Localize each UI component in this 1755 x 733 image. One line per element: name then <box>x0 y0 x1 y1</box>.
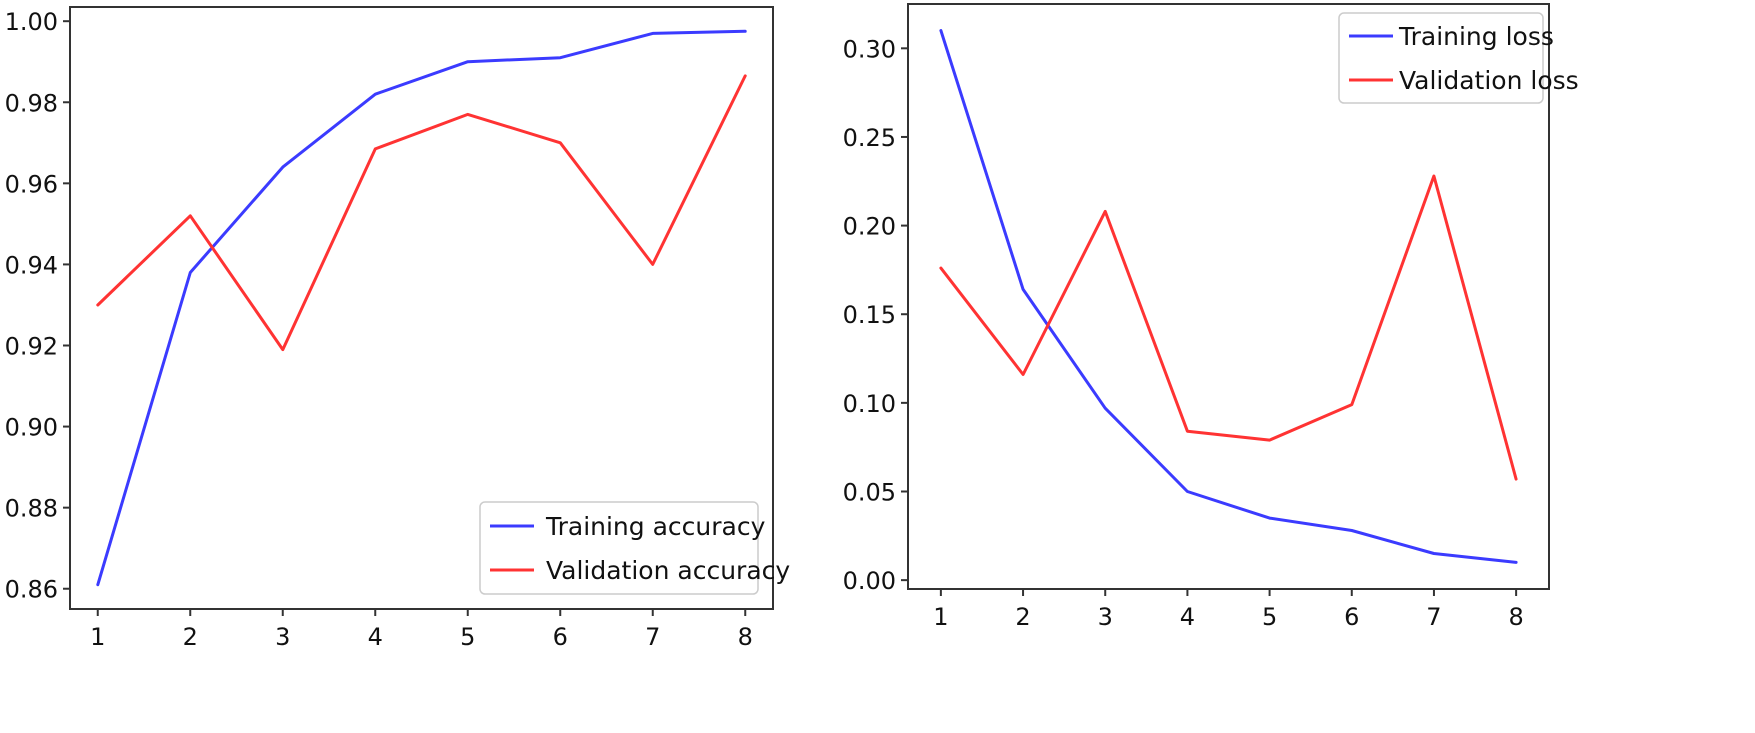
acc-xtick-label: 8 <box>738 623 753 651</box>
acc-xtick-label: 1 <box>90 623 105 651</box>
acc-plot-frame <box>69 6 774 610</box>
acc-ytick-label: 0.98 <box>5 89 58 117</box>
acc-ytick-label: 0.94 <box>5 251 58 279</box>
acc-legend-label-training: Training accuracy <box>545 512 766 541</box>
loss-series-validation-line <box>939 174 1518 481</box>
acc-series-validation-line <box>96 74 747 352</box>
acc-xtick-label: 7 <box>645 623 660 651</box>
acc-xtick-label: 6 <box>553 623 568 651</box>
acc-xtick-label: 4 <box>368 623 383 651</box>
acc-xtick-label: 5 <box>460 623 475 651</box>
loss-ytick-label: 0.00 <box>843 567 896 595</box>
acc-xtick-label: 2 <box>183 623 198 651</box>
loss-xtick-label: 7 <box>1426 603 1441 631</box>
loss-plot-frame <box>907 3 1550 590</box>
loss-xtick-label: 5 <box>1262 603 1277 631</box>
loss-ytick-label: 0.15 <box>843 301 896 329</box>
loss-chart: 0.00 0.05 0.10 0.15 0.20 0.25 0.30 1 2 3 4 5 6 7 8 Trai… <box>843 3 1579 631</box>
loss-ytick-label: 0.05 <box>843 479 896 507</box>
loss-legend-label-training: Training loss <box>1398 22 1554 51</box>
loss-xtick-label: 6 <box>1344 603 1359 631</box>
acc-legend-label-validation: Validation accuracy <box>546 556 790 585</box>
acc-ytick-label: 1.00 <box>5 8 58 36</box>
acc-series-training-line <box>96 29 747 587</box>
loss-series-training-line <box>939 29 1518 564</box>
loss-ytick-label: 0.30 <box>843 35 896 63</box>
accuracy-chart: 0.86 0.88 0.90 0.92 0.94 0.96 0.98 1.00 1 2 3 4 5 6 7 8… <box>5 6 790 651</box>
loss-xtick-label: 1 <box>933 603 948 631</box>
acc-xtick-label: 3 <box>275 623 290 651</box>
loss-xtick-label: 2 <box>1015 603 1030 631</box>
loss-ytick-label: 0.25 <box>843 124 896 152</box>
loss-xtick-label: 4 <box>1180 603 1195 631</box>
acc-ytick-label: 0.96 <box>5 170 58 198</box>
acc-ytick-label: 0.92 <box>5 332 58 360</box>
acc-legend-box <box>479 501 759 595</box>
loss-ytick-label: 0.10 <box>843 390 896 418</box>
loss-legend-label-validation: Validation loss <box>1399 66 1579 95</box>
loss-xtick-label: 3 <box>1098 603 1113 631</box>
loss-xtick-label: 8 <box>1508 603 1523 631</box>
loss-ytick-label: 0.20 <box>843 213 896 241</box>
acc-ytick-label: 0.86 <box>5 576 58 604</box>
acc-ytick-label: 0.90 <box>5 414 58 442</box>
acc-ytick-label: 0.88 <box>5 495 58 523</box>
